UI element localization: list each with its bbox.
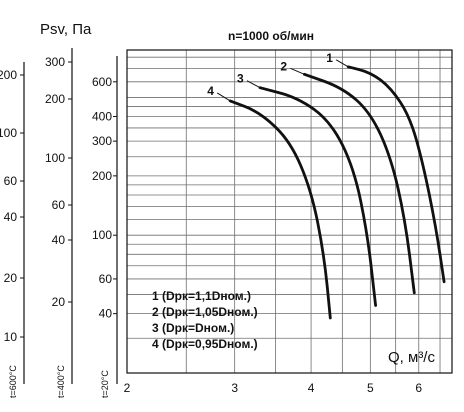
legend-item-2: 2 (Dpк=1,05Dном.) — [152, 305, 258, 319]
curve-4-label: 4 — [207, 84, 214, 98]
y-tick-400: 300 — [45, 55, 65, 69]
y-tick-20: 100 — [92, 228, 112, 242]
x-tick: 5 — [367, 381, 374, 395]
y-tick-400: 40 — [52, 233, 66, 247]
curve-3-label: 3 — [237, 72, 244, 86]
x-tick: 2 — [124, 381, 131, 395]
plot-frame — [126, 49, 453, 374]
y-tick-600: 10 — [4, 330, 18, 344]
axis-temp-20: t=20°C — [100, 370, 110, 398]
curve-1 — [346, 65, 446, 284]
y-tick-20: 400 — [92, 110, 112, 124]
legend-item-3: 3 (Dpк=Dном.) — [152, 321, 234, 335]
axis-temp-400: t=400°C — [56, 365, 66, 398]
y-tick-20: 300 — [92, 134, 112, 148]
y-tick-20: 40 — [99, 307, 113, 321]
curve-4-leader — [216, 92, 231, 102]
legend-item-1: 1 (Dpк=1,1Dном.) — [152, 289, 251, 303]
y-tick-400: 20 — [52, 295, 66, 309]
grid — [127, 50, 452, 373]
tick-labels: 200 100 60 40 20 10 300 200 100 60 40 20 600 400 300 20… — [0, 55, 422, 395]
curve-1-leader — [335, 59, 349, 68]
chart-title: n=1000 об/мин — [228, 29, 314, 43]
y-tick-20: 600 — [92, 75, 112, 89]
curve-3 — [258, 86, 377, 307]
curve-4 — [228, 99, 332, 320]
curve-2 — [303, 72, 416, 295]
y-axis-title: Psv, Па — [40, 21, 92, 38]
axis-temp-600: t=600°C — [8, 365, 18, 398]
y-tick-400: 60 — [52, 198, 66, 212]
curve-2-label: 2 — [280, 59, 287, 73]
curve-3-leader — [246, 80, 261, 89]
y-tick-600: 100 — [0, 126, 17, 140]
curves: 1 2 3 4 — [207, 51, 446, 320]
curve-1-label: 1 — [326, 51, 333, 65]
y-tick-600: 20 — [4, 271, 18, 285]
y-tick-600: 60 — [4, 174, 18, 188]
legend: 1 (Dpк=1,1Dном.) 2 (Dpк=1,05Dном.) 3 (Dp… — [152, 289, 258, 351]
axes — [20, 48, 453, 384]
y-tick-600: 200 — [0, 68, 17, 82]
curve-2-leader — [290, 67, 305, 75]
legend-item-4: 4 (Dpк=0,95Dном.) — [152, 337, 258, 351]
x-tick: 3 — [231, 381, 238, 395]
x-tick: 4 — [308, 381, 315, 395]
y-tick-20: 60 — [99, 272, 113, 286]
x-axis-title: Q, м³/с — [388, 349, 435, 366]
y-tick-20: 200 — [92, 169, 112, 183]
x-tick: 6 — [415, 381, 422, 395]
y-tick-400: 100 — [45, 151, 65, 165]
y-tick-400: 200 — [45, 92, 65, 106]
y-tick-600: 40 — [4, 210, 18, 224]
